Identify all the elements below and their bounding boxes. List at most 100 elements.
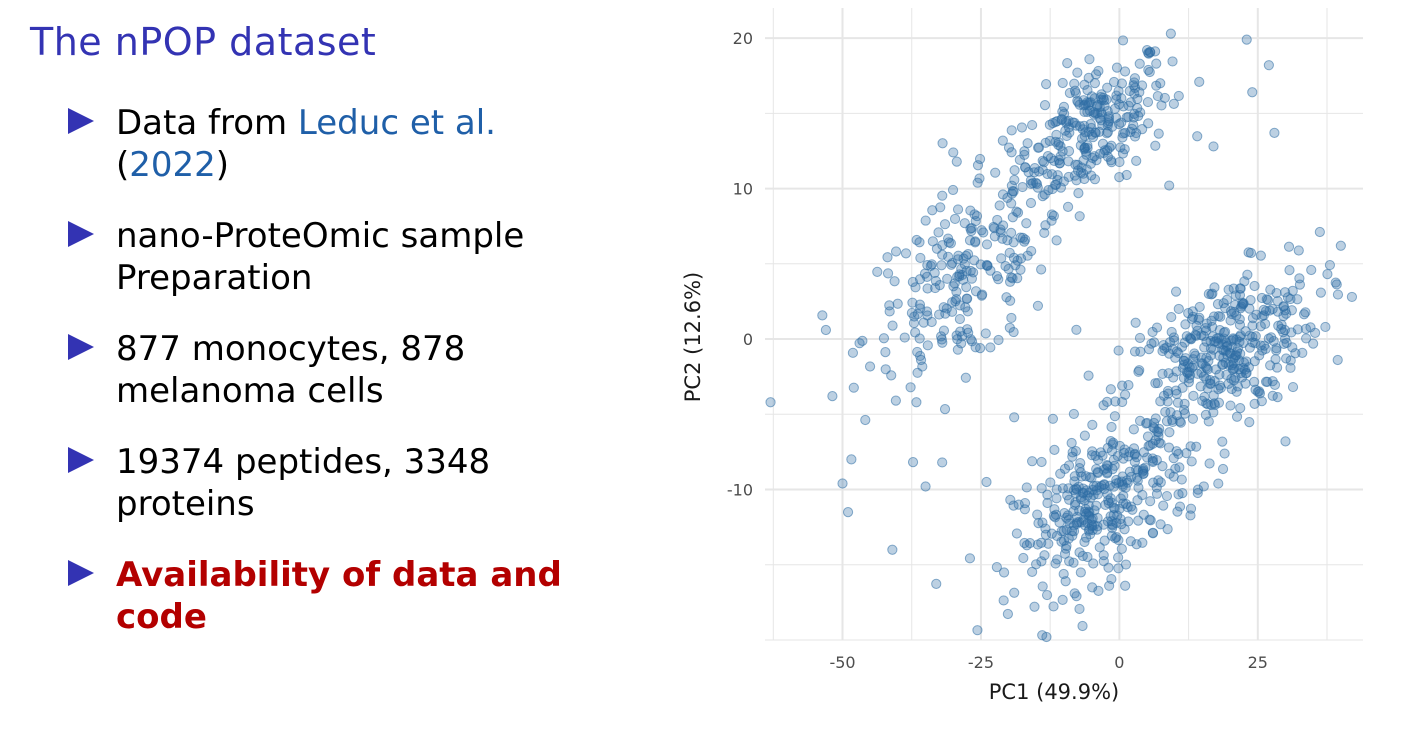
data-point (1103, 562, 1114, 573)
data-point (1006, 198, 1017, 209)
data-point (1138, 465, 1149, 476)
data-point (952, 334, 963, 345)
data-point (1084, 54, 1095, 65)
data-point (1198, 330, 1209, 342)
data-point (1099, 479, 1110, 490)
data-point (1055, 468, 1066, 479)
data-point (899, 332, 910, 343)
data-point (1062, 201, 1074, 213)
data-point (1011, 206, 1022, 217)
data-point (1075, 567, 1086, 578)
data-point (1199, 342, 1210, 353)
data-point (1223, 359, 1234, 371)
citation-link[interactable]: Leduc et al. (297, 103, 496, 143)
data-point (951, 330, 962, 341)
data-point (1032, 509, 1043, 520)
data-point (1106, 573, 1117, 585)
data-point (949, 278, 960, 289)
data-point (1174, 416, 1185, 427)
data-point (1201, 325, 1212, 336)
data-point (1068, 526, 1080, 537)
data-point (1279, 287, 1291, 298)
data-point (1162, 396, 1173, 407)
data-point (991, 271, 1003, 282)
data-point (1308, 338, 1319, 349)
data-point (953, 250, 964, 261)
data-point (1241, 34, 1252, 45)
data-point (1125, 536, 1136, 547)
data-point (1008, 326, 1019, 338)
data-point (1243, 362, 1254, 373)
data-point (1051, 235, 1062, 246)
data-point (1137, 124, 1148, 135)
data-point (1102, 396, 1113, 407)
data-point (1285, 362, 1296, 373)
data-point (1251, 309, 1262, 320)
data-point (1039, 550, 1050, 561)
data-point (939, 219, 951, 230)
data-point (1322, 269, 1333, 280)
data-point (1279, 324, 1290, 336)
data-point (995, 224, 1006, 235)
data-point (1041, 631, 1052, 643)
data-point (1272, 295, 1283, 307)
data-point (1022, 250, 1033, 261)
data-point (937, 457, 948, 468)
citation-link[interactable]: 2022 (129, 145, 216, 185)
data-point (1161, 490, 1173, 502)
data-point (912, 308, 923, 320)
data-point (1052, 170, 1063, 181)
data-point (1102, 82, 1113, 93)
data-point (1048, 210, 1059, 221)
data-point (965, 334, 976, 345)
data-point (1269, 127, 1280, 138)
data-point (1128, 112, 1139, 123)
data-point (1079, 430, 1090, 441)
data-point (1029, 601, 1040, 612)
data-point (1097, 450, 1108, 461)
data-point (920, 215, 931, 226)
data-point (1105, 155, 1117, 166)
data-point (1002, 235, 1013, 246)
data-point (1051, 493, 1062, 504)
data-point (1309, 327, 1321, 339)
data-point (820, 324, 832, 336)
data-point (1146, 338, 1157, 349)
data-point (914, 299, 926, 310)
data-point (1108, 454, 1119, 466)
data-point (947, 257, 958, 269)
data-point (1151, 482, 1162, 493)
data-point (952, 344, 963, 355)
data-point (951, 286, 962, 297)
data-point (1234, 314, 1245, 325)
data-point (1228, 333, 1239, 344)
data-point (952, 204, 964, 215)
data-point (1186, 456, 1197, 467)
data-point (1208, 141, 1219, 152)
data-point (1009, 174, 1020, 186)
data-point (915, 350, 926, 362)
data-point (1231, 411, 1243, 422)
data-point (1076, 133, 1088, 144)
data-point (1003, 263, 1014, 275)
data-point (1074, 463, 1085, 474)
data-point (1119, 66, 1131, 77)
data-point (960, 302, 971, 313)
y-tick-label: 10 (733, 180, 753, 199)
data-point (961, 282, 972, 293)
x-tick-label: 0 (1114, 653, 1124, 672)
data-point (1192, 484, 1204, 495)
data-point (1235, 283, 1246, 294)
data-point (1134, 58, 1145, 69)
data-point (1213, 478, 1224, 489)
data-point (974, 153, 986, 165)
data-point (1005, 494, 1016, 505)
bullet-list: Data from Leduc et al. (2022) nano-ProteO… (68, 102, 588, 667)
data-point (942, 233, 954, 244)
data-point (1021, 482, 1032, 493)
data-point (1148, 422, 1159, 433)
data-point (1016, 122, 1028, 133)
data-point (1053, 139, 1064, 151)
data-point (922, 340, 933, 351)
data-point (1287, 381, 1299, 393)
